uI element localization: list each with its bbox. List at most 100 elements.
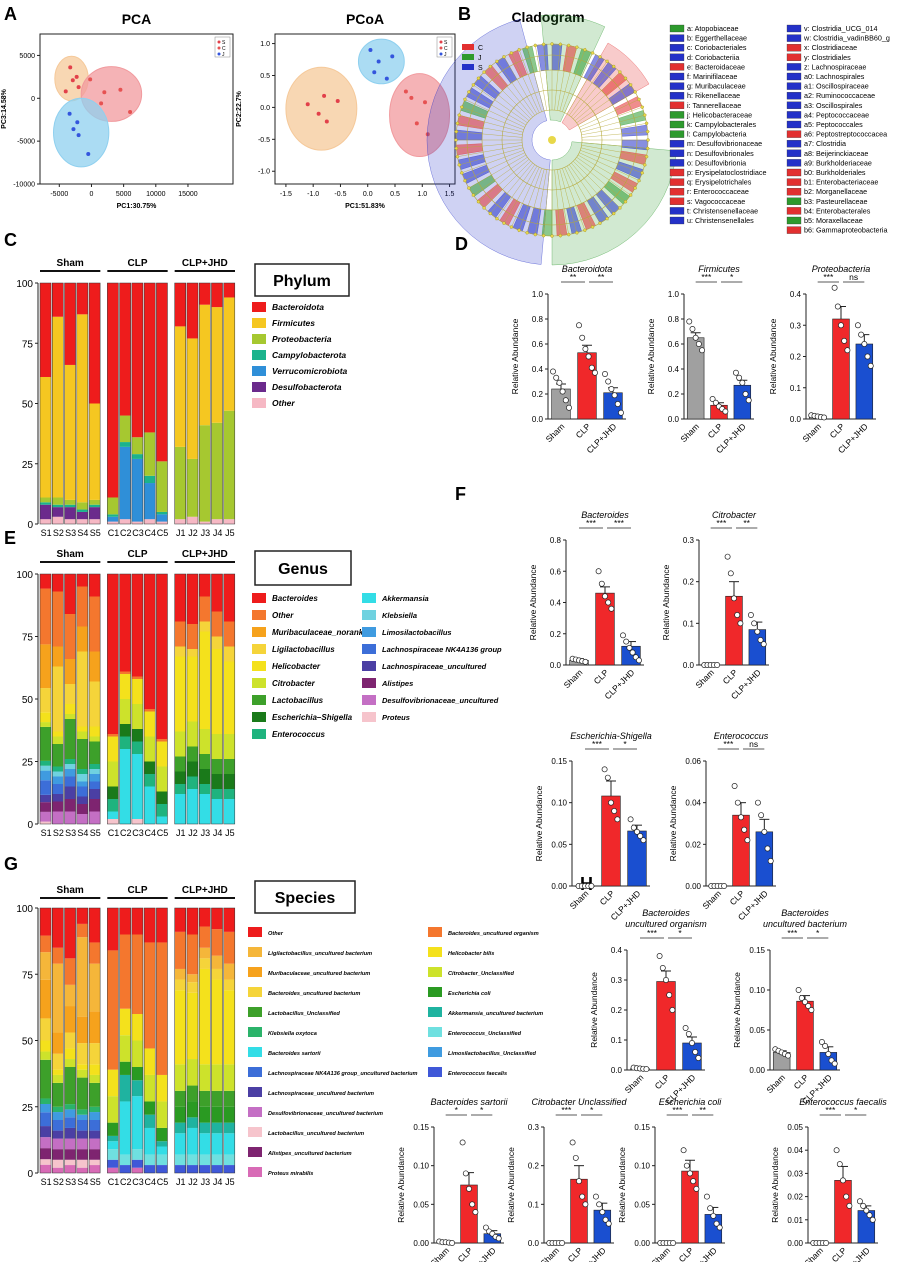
species-legend-label: Lactobacillus_uncultured bacterium [268,1131,364,1137]
F4-title: Enterococcus [714,731,769,741]
clade-node [637,97,641,102]
clade-node [633,90,637,94]
pca-legend: SCJ [214,36,231,58]
D1-bar-chart: Bacteroidota 0.0 0.2 0.4 0.6 0.8 1.0 Relative A… [510,264,626,455]
phylum-xtick-label: J4 [213,528,223,538]
species-legend-swatch [248,1127,262,1137]
species-segment-Ligilactobacillus_uncultured bacterium [174,968,186,980]
genus-segment-Lactobacillus [76,739,88,769]
taxon-label: n: Desulfovibrionales [687,149,754,158]
D2-ylabel: Relative Abundance [646,318,656,394]
species-segment-Bacteroides_uncultured organism [199,926,211,948]
genus-segment-Alistipes [52,801,64,812]
F2-datapoint [714,662,721,668]
species-segment-Bacteroides sartorii [186,1127,198,1155]
clade-node [618,206,622,210]
D1-datapoint [582,346,589,352]
species-segment-Other [156,908,168,943]
H6-ytick-label: 0.01 [787,1216,803,1225]
species-segment-Other [131,908,143,935]
genus-legend-label: Limosilactobacillus [382,628,452,637]
clade-branch [455,122,523,135]
species-segment-Bacteroides_uncultured organism [156,942,168,1075]
H2-datapoint [831,1060,838,1067]
species-segment-Klebsiella oxytoca [89,1106,101,1113]
clade-node [471,83,476,87]
genus-segment-Escherichia-Shigella [156,791,168,804]
genus-segment-Bacteroides [64,574,76,614]
species-legend-label: Enterococcus faecalis [448,1071,507,1077]
clade-branch [574,76,628,121]
F1-bar-chart: Bacteroides 0.0 0.2 0.4 0.6 0.8 Relative Abund… [528,510,644,701]
H5-ylabel: Relative Abundance [617,1147,627,1223]
species-segment-Escherichia coli [144,1101,156,1115]
species-segment-Bacteroides_uncultured bacterium [199,958,211,969]
D1-ytick-label: 0.8 [532,315,544,324]
pca-point-J-1 [75,120,80,125]
pca-ytick-label: 0 [31,96,35,103]
clade-branch [467,90,527,126]
genus-segment-Ligilactobacillus [174,646,186,657]
pca-xtick-label: 0 [90,191,94,198]
H1-ytick-label: 0.3 [611,976,623,985]
phylum-bar-outline [143,282,156,525]
taxon-label: r: Enterococcaceae [687,187,749,196]
species-segment-Limosilactobacillus_Unclassified [64,1109,76,1118]
genus-segment-Lachnospiraceae_uncultured [89,789,101,799]
H4-xtick-label: Sham [538,1245,561,1262]
genus-xtick-label: C1 [108,828,120,838]
taxon-swatch [786,24,802,33]
D2-datapoint [689,326,696,332]
clade-branch [577,154,637,190]
genus-segment-Other [174,621,186,647]
clade-branch [564,51,594,113]
clade-branch [457,147,524,166]
H2-datapoint [822,1043,829,1049]
taxon-label: a3: Oscillospirales [804,101,863,110]
H5-datapoint [680,1147,687,1154]
pcoa-point-S-4 [324,119,329,124]
clade-branch [502,165,538,225]
clade-node [646,138,650,142]
species-segment-Alistipes_uncultured bacterium [52,1149,64,1160]
clade-node [509,225,514,229]
D3-ylabel: Relative Abundance [768,318,778,394]
D2-xtick-label: Sham [678,421,701,444]
clade-node [488,64,492,69]
species-segment-Helicobacter bilis [223,990,235,1065]
H3-ytick-label: 0.05 [413,1200,429,1209]
panel-label-g: G [4,854,18,874]
pcoa-point-S-0 [305,102,310,107]
genus-legend-label: Klebsiella [382,611,417,620]
clade-branch [534,169,547,237]
H1-datapoint [656,953,663,959]
species-bar-outline [143,907,156,1174]
species-bar-outline [223,907,236,1174]
genus-segment-Escherichia-Shigella [119,724,131,737]
phylum-xtick-label: C4 [145,528,157,538]
phylum-legend-swatch [252,382,266,392]
species-segment-Escherichia coli [107,1122,119,1136]
taxon-swatch [786,63,802,71]
D1-ylabel: Relative Abundance [510,318,520,394]
genus-segment-Enterococcus [223,789,235,799]
phylum-xtick-label: C1 [108,528,120,538]
F4-sig-label: *** [723,739,734,749]
species-legend-swatch [248,1067,262,1077]
clade-node [575,231,579,235]
D1-datapoint [553,374,560,381]
genus-segment-Lachnospiraceae NK4A136 group [89,781,101,789]
species-ytick-label: 100 [16,904,33,915]
H4-bar-chart: Citrobacter Unclassified 0.0 0.1 0.2 0.3 Rela… [506,1097,628,1262]
D2-datapoint [742,391,749,397]
species-group-label: CLP+JHD [182,885,228,896]
genus-segment-Citrobacter [76,731,88,739]
F1-datapoint [608,605,615,612]
species-segment-Enterococcus faecalis [186,1165,198,1173]
H1-sig-label: * [678,928,682,938]
D3-datapoint [858,331,865,338]
clade-branch [518,168,542,233]
pcoa-point-S-2 [335,99,340,104]
clade-branch [581,142,650,149]
genus-segment-Ligilactobacillus [52,666,64,732]
